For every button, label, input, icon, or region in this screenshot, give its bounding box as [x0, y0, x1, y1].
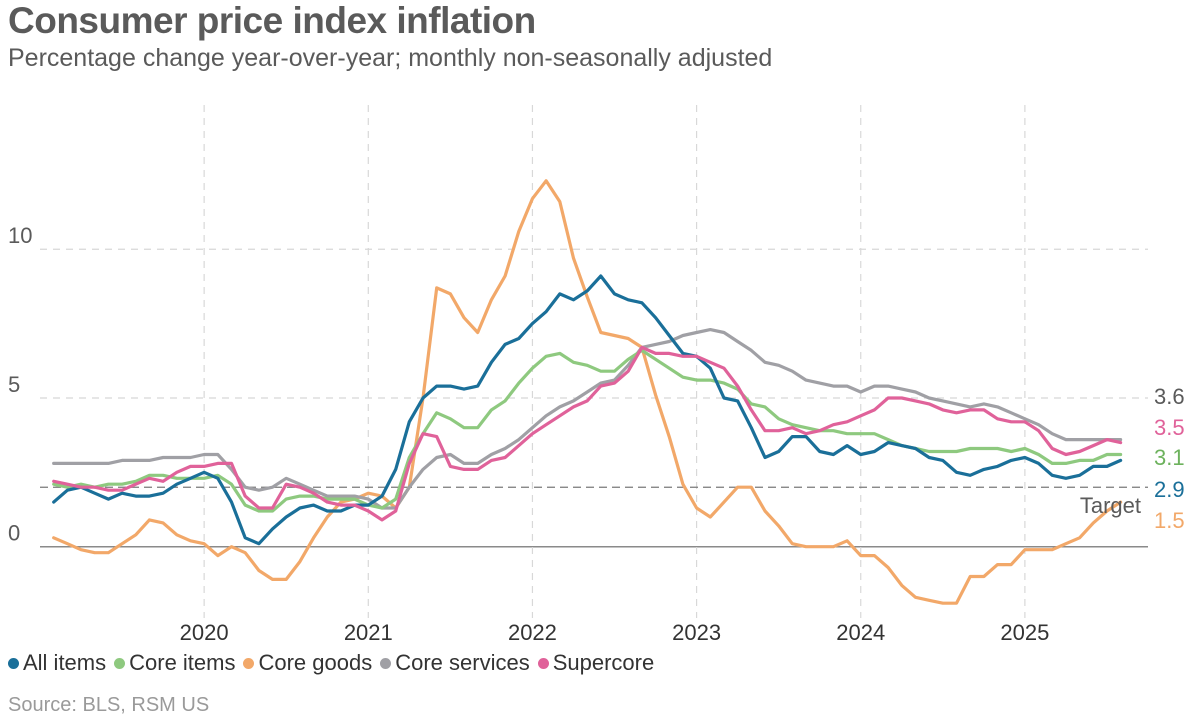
legend: All items Core items Core goods Core servic… [8, 650, 662, 676]
grid-layer [40, 105, 1148, 618]
line-chart: 0 5 10 2020 2021 2022 2023 2024 2025 Target 2.9 3.1… [8, 105, 1185, 645]
chart-subtitle: Percentage change year-over-year; monthl… [8, 44, 773, 72]
legend-swatch [537, 657, 549, 669]
legend-item: Core items [114, 650, 235, 676]
chart-title: Consumer price index inflation [8, 0, 536, 41]
end-value-label: 3.6 [1154, 384, 1185, 409]
series-line-all-items [52, 274, 1123, 546]
legend-label: Core items [129, 650, 236, 675]
target-label: Target [1080, 493, 1141, 518]
source-note: Source: BLS, RSM US [8, 694, 210, 716]
series-line-core-services [52, 328, 1123, 510]
legend-swatch [114, 657, 126, 669]
legend-swatch [243, 657, 255, 669]
legend-item: Core goods [243, 650, 372, 676]
legend-item: Supercore [537, 650, 655, 676]
x-tick-label: 2024 [836, 620, 885, 645]
series-line-core-goods [52, 179, 1123, 605]
y-tick-label: 5 [8, 372, 20, 397]
label-layer: 0 5 10 2020 2021 2022 2023 2024 2025 Target 2.9 3.1… [8, 223, 1185, 645]
end-value-label: 2.9 [1154, 477, 1185, 502]
x-tick-label: 2023 [672, 620, 721, 645]
series-line-supercore [52, 345, 1123, 522]
legend-swatch [380, 657, 392, 669]
legend-item: Core services [380, 650, 530, 676]
y-tick-label: 10 [8, 223, 32, 248]
x-tick-label: 2022 [508, 620, 557, 645]
x-tick-label: 2020 [180, 620, 229, 645]
series-layer [52, 179, 1123, 605]
legend-label: Supercore [552, 650, 655, 675]
end-value-label: 3.5 [1154, 415, 1185, 440]
legend-item: All items [8, 650, 106, 676]
end-value-label: 3.1 [1154, 445, 1185, 470]
x-tick-label: 2021 [344, 620, 393, 645]
legend-label: Core services [395, 650, 530, 675]
y-tick-label: 0 [8, 521, 20, 546]
legend-swatch [8, 657, 19, 669]
x-tick-label: 2025 [1000, 620, 1049, 645]
legend-label: All items [23, 650, 107, 675]
end-value-label: 1.5 [1154, 508, 1185, 533]
series-line-core-items [52, 348, 1123, 513]
legend-label: Core goods [258, 650, 373, 675]
